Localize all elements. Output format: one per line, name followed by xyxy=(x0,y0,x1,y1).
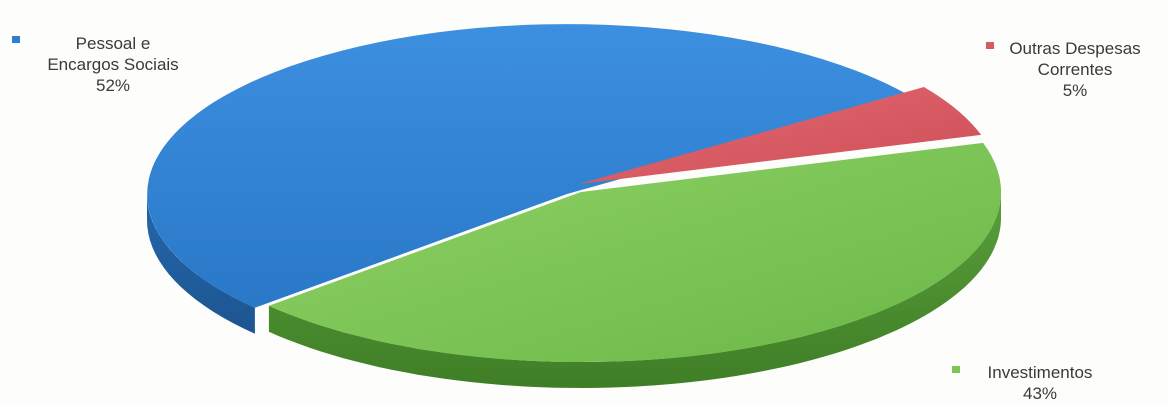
slice-percent: 52% xyxy=(95,76,131,95)
slice-percent: 43% xyxy=(1022,384,1058,403)
slice-pessoal-side xyxy=(147,193,255,334)
slice-percent: 5% xyxy=(1062,81,1088,100)
legend-swatch-investimentos xyxy=(952,366,960,373)
slice-pessoal xyxy=(147,24,912,308)
slice-label-line: Correntes xyxy=(1037,60,1113,79)
slice-investimentos-side xyxy=(268,193,1001,388)
slice-label-outras: Outras Despesas Correntes 5% xyxy=(990,38,1160,101)
slice-label-line: Outras Despesas xyxy=(1009,39,1141,58)
slice-label-pessoal: Pessoal e Encargos Sociais 52% xyxy=(28,33,198,96)
legend-swatch-outras xyxy=(986,42,994,49)
slice-label-line: Investimentos xyxy=(987,363,1093,382)
slice-label-line: Pessoal e xyxy=(75,34,151,53)
slice-investimentos xyxy=(268,142,1002,363)
slice-label-line: Encargos Sociais xyxy=(47,55,179,74)
legend-swatch-pessoal xyxy=(12,36,20,43)
slice-label-investimentos: Investimentos 43% xyxy=(960,362,1120,404)
slice-outras xyxy=(579,87,982,184)
